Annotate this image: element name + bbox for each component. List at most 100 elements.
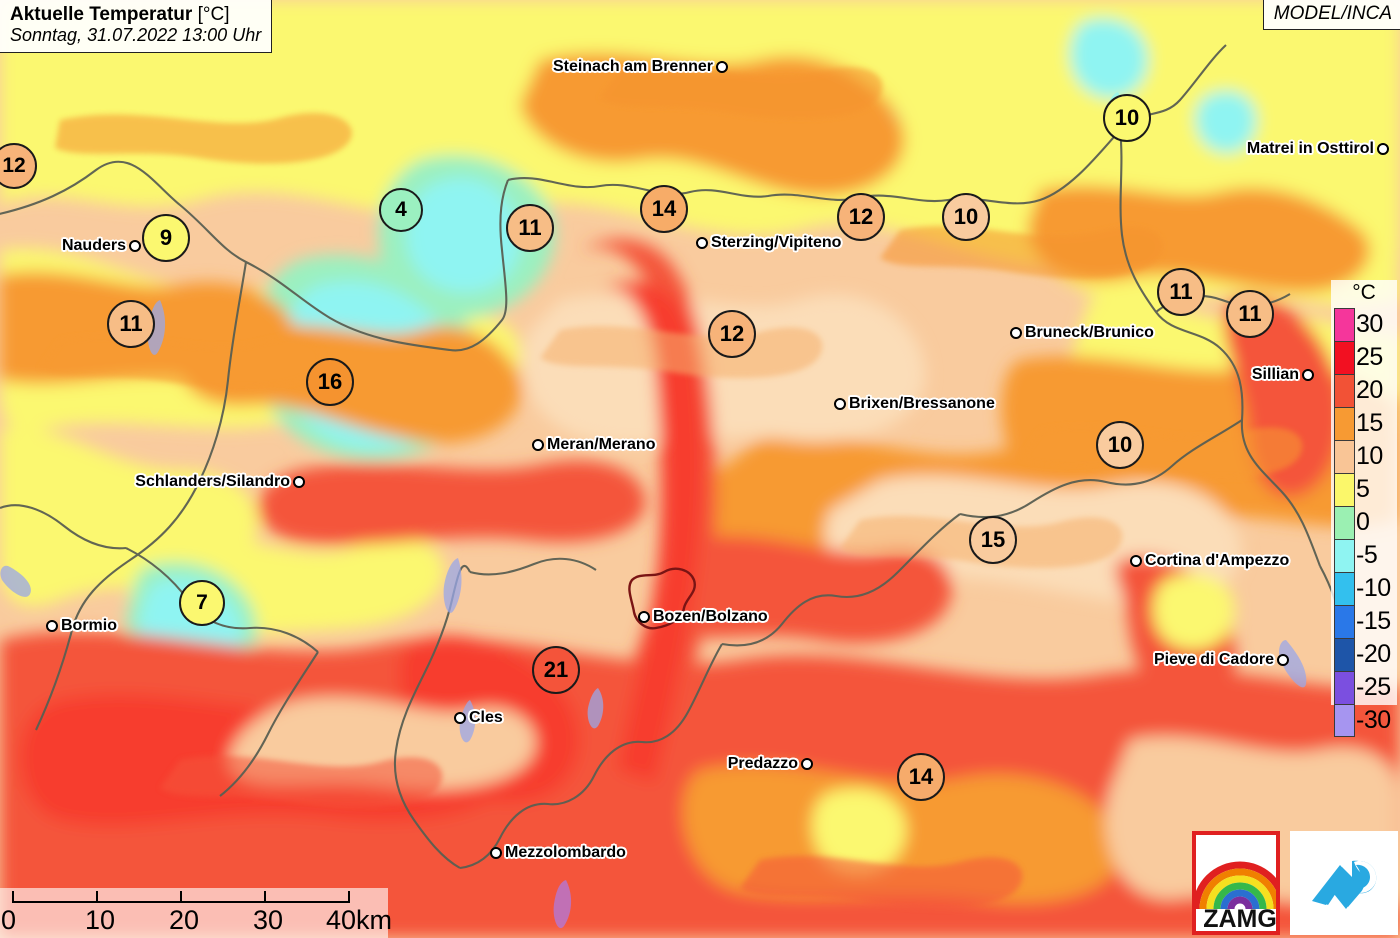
legend-label: 5 bbox=[1356, 475, 1370, 503]
city-dot bbox=[696, 237, 708, 249]
map-title-unit: [°C] bbox=[197, 4, 230, 25]
station-temperature-marker[interactable]: 15 bbox=[969, 516, 1017, 564]
city-dot bbox=[490, 847, 502, 859]
legend-swatch bbox=[1334, 341, 1355, 374]
city-dot bbox=[532, 439, 544, 451]
legend-label: -10 bbox=[1356, 574, 1391, 602]
station-temperature-marker[interactable]: 12 bbox=[708, 310, 756, 358]
scale-label: 40km bbox=[326, 905, 393, 935]
legend-label: -20 bbox=[1356, 640, 1391, 668]
zamg-logo: ZAMG bbox=[1192, 831, 1280, 935]
city-label: Bormio bbox=[61, 617, 117, 634]
legend-swatch bbox=[1334, 671, 1355, 704]
legend-tick-labels: 30 25 20 15 10 5 0 -5 -10 -15 -20 -25 -30 bbox=[1356, 308, 1398, 737]
geosphere-logo bbox=[1290, 831, 1398, 935]
legend-swatch bbox=[1334, 506, 1355, 539]
map-title-box: Aktuelle Temperatur [°C] Sonntag, 31.07.… bbox=[0, 0, 273, 53]
legend-label: -30 bbox=[1356, 706, 1391, 734]
legend-swatch bbox=[1334, 407, 1355, 440]
city-dot bbox=[1010, 327, 1022, 339]
legend-label: 30 bbox=[1356, 310, 1383, 338]
map-title-text: Aktuelle Temperatur bbox=[10, 4, 193, 25]
legend-label: 10 bbox=[1356, 442, 1383, 470]
city-label: Schlanders/Silandro bbox=[135, 473, 290, 490]
map-scale-bar: 0 10 20 30 40km bbox=[0, 888, 392, 938]
city-label: Mezzolombardo bbox=[505, 844, 626, 861]
city-label: Bozen/Bolzano bbox=[653, 608, 768, 625]
legend-label: 0 bbox=[1356, 508, 1370, 536]
city-dot bbox=[1377, 143, 1389, 155]
city-label: Matrei in Osttirol bbox=[1246, 140, 1374, 157]
station-temperature-marker[interactable]: 16 bbox=[306, 358, 354, 406]
model-source-label: MODEL/INCA bbox=[1262, 0, 1400, 30]
city-dot bbox=[454, 712, 466, 724]
scale-tick bbox=[264, 891, 266, 903]
legend-swatch bbox=[1334, 638, 1355, 671]
legend-color-bar bbox=[1334, 308, 1355, 737]
city-dot bbox=[638, 611, 650, 623]
city-dot bbox=[716, 61, 728, 73]
station-temperature-marker[interactable]: 9 bbox=[142, 214, 190, 262]
map-title: Aktuelle Temperatur [°C] bbox=[10, 4, 261, 25]
legend-swatch bbox=[1334, 605, 1355, 638]
station-temperature-marker[interactable]: 21 bbox=[532, 646, 580, 694]
scale-tick bbox=[180, 891, 182, 903]
station-temperature-marker[interactable]: 14 bbox=[640, 185, 688, 233]
station-temperature-marker[interactable]: 14 bbox=[897, 753, 945, 801]
city-label: Cortina d'Ampezzo bbox=[1145, 552, 1290, 569]
legend-swatch bbox=[1334, 539, 1355, 572]
legend-label: 15 bbox=[1356, 409, 1383, 437]
legend-swatch bbox=[1334, 572, 1355, 605]
city-label: Cles bbox=[469, 709, 503, 726]
legend-label: -25 bbox=[1356, 673, 1391, 701]
scale-tick bbox=[12, 891, 14, 903]
city-label: Steinach am Brenner bbox=[552, 58, 713, 75]
zamg-logo-text: ZAMG bbox=[1203, 905, 1277, 933]
station-temperature-marker[interactable]: 11 bbox=[1226, 290, 1274, 338]
legend-swatch bbox=[1334, 440, 1355, 473]
city-label: Bruneck/Brunico bbox=[1025, 324, 1154, 341]
city-dot bbox=[801, 758, 813, 770]
legend-unit-label: °C bbox=[1352, 281, 1376, 304]
legend-label: -5 bbox=[1356, 541, 1378, 569]
station-temperature-marker[interactable]: 12 bbox=[837, 193, 885, 241]
station-temperature-marker[interactable]: 11 bbox=[1157, 268, 1205, 316]
city-label: Sterzing/Vipiteno bbox=[711, 234, 842, 251]
city-dot bbox=[1302, 369, 1314, 381]
city-label: Sillian bbox=[1251, 366, 1299, 383]
legend-swatch bbox=[1334, 374, 1355, 407]
city-dot bbox=[293, 476, 305, 488]
map-timestamp: Sonntag, 31.07.2022 13:00 Uhr bbox=[10, 25, 262, 46]
city-dot bbox=[1130, 555, 1142, 567]
station-temperature-marker[interactable]: 10 bbox=[1103, 94, 1151, 142]
legend-label: 25 bbox=[1356, 343, 1383, 371]
city-dot bbox=[1277, 654, 1289, 666]
legend-swatch bbox=[1334, 704, 1355, 737]
station-temperature-marker[interactable]: 10 bbox=[942, 193, 990, 241]
legend-label: -15 bbox=[1356, 607, 1391, 635]
city-label: Predazzo bbox=[727, 755, 798, 772]
station-temperature-marker[interactable]: 10 bbox=[1096, 421, 1144, 469]
station-temperature-marker[interactable]: 11 bbox=[107, 300, 155, 348]
station-temperature-marker[interactable]: 7 bbox=[179, 580, 225, 626]
scale-label: 10 bbox=[85, 905, 116, 935]
station-temperature-marker[interactable]: 11 bbox=[506, 204, 554, 252]
city-label: Meran/Merano bbox=[547, 436, 656, 453]
station-temperature-marker[interactable]: 4 bbox=[379, 188, 423, 232]
temperature-legend: °C 30 25 20 15 10 5 0 -5 -10 -15 -20 -25 -30 bbox=[1331, 280, 1397, 737]
legend-swatch bbox=[1334, 473, 1355, 506]
city-dot bbox=[129, 240, 141, 252]
scale-tick bbox=[96, 891, 98, 903]
station-temperature-marker[interactable]: 12 bbox=[0, 143, 37, 189]
city-label: Nauders bbox=[61, 237, 126, 254]
city-label: Brixen/Bressanone bbox=[849, 395, 995, 412]
legend-swatch bbox=[1334, 308, 1355, 341]
city-dot bbox=[46, 620, 58, 632]
scale-label: 30 bbox=[253, 905, 284, 935]
city-label: Pieve di Cadore bbox=[1153, 651, 1274, 668]
legend-label: 20 bbox=[1356, 376, 1383, 404]
scale-label: 20 bbox=[169, 905, 200, 935]
scale-label: 0 bbox=[1, 905, 17, 935]
